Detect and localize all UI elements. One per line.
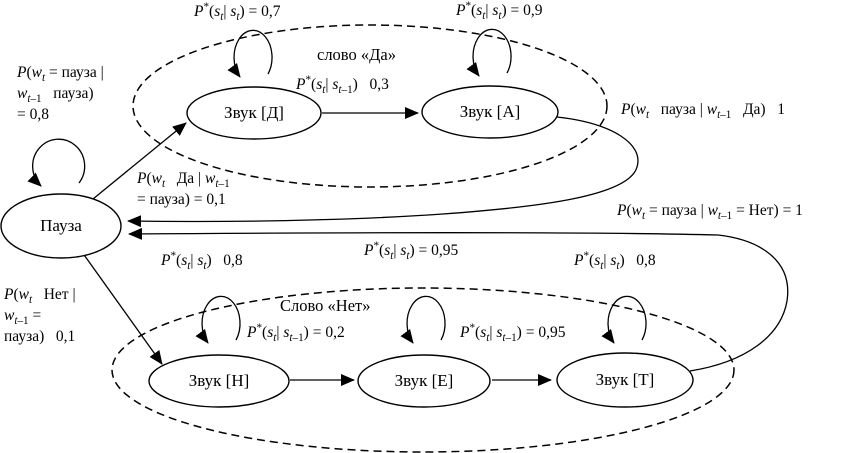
state-ellipse-n	[148, 354, 290, 408]
self-loop-a	[466, 28, 512, 77]
state-ellipse-t	[556, 352, 694, 408]
word-boundary-da	[132, 24, 608, 188]
prob-a-to-pause: P(wt пауза | wt–1 Да) 1	[621, 101, 785, 122]
prob-self-e: P*(st| st) = 0,95	[364, 239, 459, 263]
state-label-t: Звук [Т]	[595, 370, 655, 389]
state-ellipse-e	[357, 354, 491, 408]
word-boundary-net	[111, 287, 735, 453]
prob-trans-d-a: P*(st| st–1) 0,3	[296, 73, 389, 97]
transition-a-to-pause	[127, 116, 639, 228]
transition-pause-to-n	[81, 251, 163, 365]
state-label-pause: Пауза	[40, 216, 82, 235]
prob-trans-n-e: P*(st| st–1) = 0,2	[247, 321, 345, 345]
prob-self-a: P*(st| st) = 0,9	[456, 0, 543, 23]
state-label-e: Звук [Е]	[394, 371, 454, 390]
state-label-a: Звук [А]	[459, 102, 521, 121]
self-loop-pause	[27, 138, 86, 187]
word-label-net: Слово «Нет»	[280, 296, 371, 315]
prob-self-n: P*(st| st) 0,8	[161, 249, 243, 273]
word-label-da: слово «Да»	[317, 45, 396, 64]
prob-trans-e-t: P*(st| st–1) = 0,95	[460, 321, 566, 345]
state-ellipse-pause	[0, 193, 122, 259]
state-label-n: Звук [Н]	[188, 371, 250, 390]
self-loop-n	[195, 295, 241, 344]
transition-t-to-pause	[128, 227, 789, 372]
state-ellipse-a	[421, 85, 559, 139]
prob-self-t: P*(st| st) 0,8	[574, 249, 656, 273]
prob-t-to-pause: P(wt = пауза | wt–1 = Нет) = 1	[617, 202, 803, 223]
transition-pause-to-d	[92, 122, 187, 200]
prob-pause-to-da: P(wt Да | wt–1 = пауза) = 0,1	[137, 170, 230, 208]
state-label-d: Звук [Д]	[224, 103, 284, 122]
prob-pause-to-net: P(wt Нет | wt–1 = пауза) 0,1	[4, 286, 76, 345]
prob-pause-self: P(wt = пауза | wt–1 пауза) = 0,8	[17, 64, 104, 123]
self-loop-t	[601, 295, 647, 344]
self-loop-e	[400, 295, 446, 344]
state-ellipse-d	[186, 86, 322, 140]
self-loop-d	[227, 29, 273, 78]
prob-self-d: P*(st| st) = 0,7	[194, 0, 281, 24]
